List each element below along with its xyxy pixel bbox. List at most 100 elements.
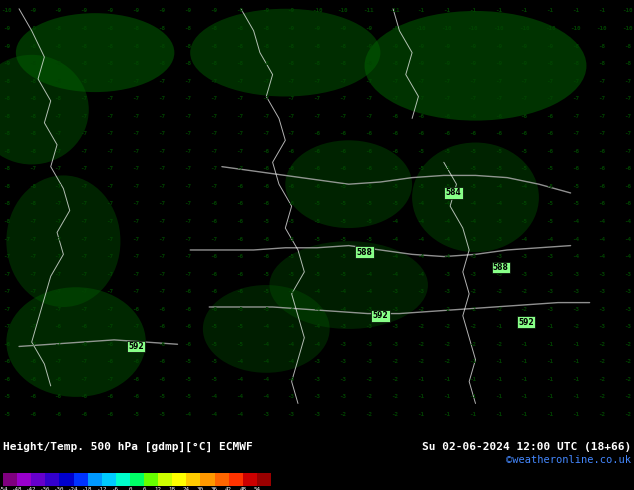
Text: -6: -6 [547, 131, 553, 136]
Text: -2: -2 [391, 412, 398, 417]
Text: -5: -5 [547, 184, 553, 189]
Text: 54: 54 [254, 487, 261, 490]
Text: -7: -7 [313, 78, 321, 84]
Text: -3: -3 [598, 289, 605, 294]
Text: -7: -7 [547, 96, 553, 101]
Text: -1: -1 [547, 394, 553, 399]
Text: -3: -3 [624, 289, 631, 294]
Text: -8: -8 [3, 219, 10, 224]
Text: -6: -6 [236, 271, 243, 276]
Text: -6: -6 [495, 114, 501, 119]
Text: -6: -6 [598, 166, 605, 172]
Text: -6: -6 [112, 487, 119, 490]
Text: -7: -7 [133, 96, 139, 101]
Text: -6: -6 [81, 412, 87, 417]
Text: -3: -3 [262, 412, 269, 417]
Text: -4: -4 [339, 289, 346, 294]
Text: -8: -8 [133, 61, 139, 66]
Text: -9: -9 [547, 44, 553, 49]
Text: -5: -5 [3, 412, 10, 417]
Text: -4: -4 [417, 271, 424, 276]
Text: -7: -7 [391, 96, 398, 101]
Bar [116, 473, 130, 486]
Text: -7: -7 [469, 96, 476, 101]
Text: -9: -9 [288, 26, 295, 31]
Text: -1: -1 [417, 8, 424, 13]
Text: -8: -8 [624, 61, 631, 66]
Text: -5: -5 [365, 219, 372, 224]
Ellipse shape [6, 287, 146, 397]
Text: -9: -9 [184, 8, 191, 13]
Text: -7: -7 [55, 271, 61, 276]
Text: -7: -7 [81, 377, 87, 382]
Text: -4: -4 [236, 377, 243, 382]
Text: -8: -8 [3, 201, 10, 206]
Text: -8: -8 [339, 61, 346, 66]
Text: -9: -9 [107, 8, 113, 13]
Text: -8: -8 [158, 61, 165, 66]
Ellipse shape [16, 13, 174, 92]
Text: -6: -6 [158, 377, 165, 382]
Text: -8: -8 [29, 96, 36, 101]
Text: -4: -4 [262, 324, 269, 329]
Text: -4: -4 [391, 271, 398, 276]
Text: -6: -6 [158, 307, 165, 312]
Text: -6: -6 [469, 131, 476, 136]
Text: -3: -3 [391, 307, 398, 312]
Text: -4: -4 [288, 307, 295, 312]
Text: -4: -4 [391, 254, 398, 259]
Text: -1: -1 [469, 359, 476, 364]
Text: -6: -6 [210, 201, 217, 206]
Text: -7: -7 [236, 131, 243, 136]
Text: -6: -6 [288, 149, 295, 154]
Text: -7: -7 [3, 289, 10, 294]
Text: -7: -7 [184, 149, 191, 154]
Text: -1: -1 [521, 394, 527, 399]
Bar [87, 473, 101, 486]
Text: -2: -2 [624, 342, 631, 347]
Text: -1: -1 [547, 412, 553, 417]
Text: -8: -8 [547, 61, 553, 66]
Text: -6: -6 [236, 201, 243, 206]
Text: -3: -3 [573, 271, 579, 276]
Text: -6: -6 [417, 114, 424, 119]
Text: -5: -5 [158, 412, 165, 417]
Text: -3: -3 [521, 254, 527, 259]
Text: -7: -7 [288, 114, 295, 119]
Text: -5: -5 [339, 254, 346, 259]
Ellipse shape [365, 11, 586, 121]
Text: -6: -6 [107, 359, 113, 364]
Text: -9: -9 [339, 26, 346, 31]
Text: -3: -3 [391, 324, 398, 329]
Text: Su 02-06-2024 12:00 UTC (18+66): Su 02-06-2024 12:00 UTC (18+66) [422, 441, 631, 451]
Text: -7: -7 [81, 201, 87, 206]
Text: -6: -6 [29, 359, 36, 364]
Text: -2: -2 [495, 289, 501, 294]
Text: -3: -3 [624, 324, 631, 329]
Text: -6: -6 [339, 149, 346, 154]
Text: -2: -2 [391, 359, 398, 364]
Text: -10: -10 [338, 8, 348, 13]
Text: -2: -2 [443, 359, 450, 364]
Text: -4: -4 [313, 342, 321, 347]
Text: -6: -6 [313, 131, 321, 136]
Text: -1: -1 [521, 324, 527, 329]
Text: -7: -7 [107, 307, 113, 312]
Text: -2: -2 [598, 377, 605, 382]
Text: -3: -3 [288, 412, 295, 417]
Text: -9: -9 [3, 61, 10, 66]
Text: -5: -5 [158, 394, 165, 399]
Ellipse shape [6, 175, 120, 307]
Text: -8: -8 [288, 61, 295, 66]
Text: -4: -4 [365, 289, 372, 294]
Text: -6: -6 [521, 131, 527, 136]
Text: -2: -2 [339, 412, 346, 417]
Text: -9: -9 [365, 26, 372, 31]
Text: -7: -7 [81, 307, 87, 312]
Text: -6: -6 [55, 394, 61, 399]
Text: 584: 584 [446, 189, 461, 197]
Text: -2: -2 [598, 394, 605, 399]
Text: -7: -7 [55, 307, 61, 312]
Text: -7: -7 [133, 289, 139, 294]
Text: -1: -1 [573, 377, 579, 382]
